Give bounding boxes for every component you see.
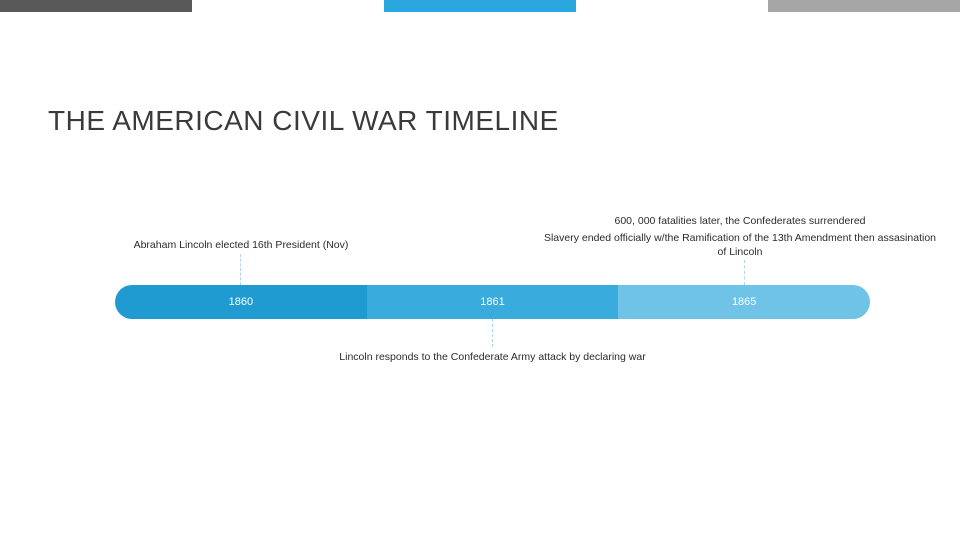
- top-bar-seg-3: [384, 0, 576, 12]
- connector-below-center: [492, 319, 493, 347]
- top-bar-seg-2: [192, 0, 384, 12]
- label-above-right-line2: Slavery ended officially w/the Ramificat…: [540, 231, 940, 259]
- timeline-year-1860: 1860: [229, 296, 253, 308]
- top-bar-seg-4: [576, 0, 768, 12]
- label-above-right-line1: 600, 000 fatalities later, the Confedera…: [540, 214, 940, 228]
- top-bar-seg-5: [768, 0, 960, 12]
- timeline-segment-1860: 1860: [115, 285, 367, 319]
- timeline-segment-1861: 1861: [367, 285, 619, 319]
- top-bar-seg-1: [0, 0, 192, 12]
- label-below-center: Lincoln responds to the Confederate Army…: [290, 350, 695, 364]
- timeline-segment-1865: 1865: [618, 285, 870, 319]
- connector-above-right: [744, 260, 745, 285]
- timeline-year-1861: 1861: [480, 296, 504, 308]
- connector-above-left: [240, 254, 241, 285]
- timeline-bar: 1860 1861 1865: [115, 285, 870, 319]
- top-color-bar: [0, 0, 960, 12]
- page-title: THE AMERICAN CIVIL WAR TIMELINE: [48, 105, 559, 137]
- timeline-year-1865: 1865: [732, 296, 756, 308]
- label-above-left: Abraham Lincoln elected 16th President (…: [115, 238, 367, 252]
